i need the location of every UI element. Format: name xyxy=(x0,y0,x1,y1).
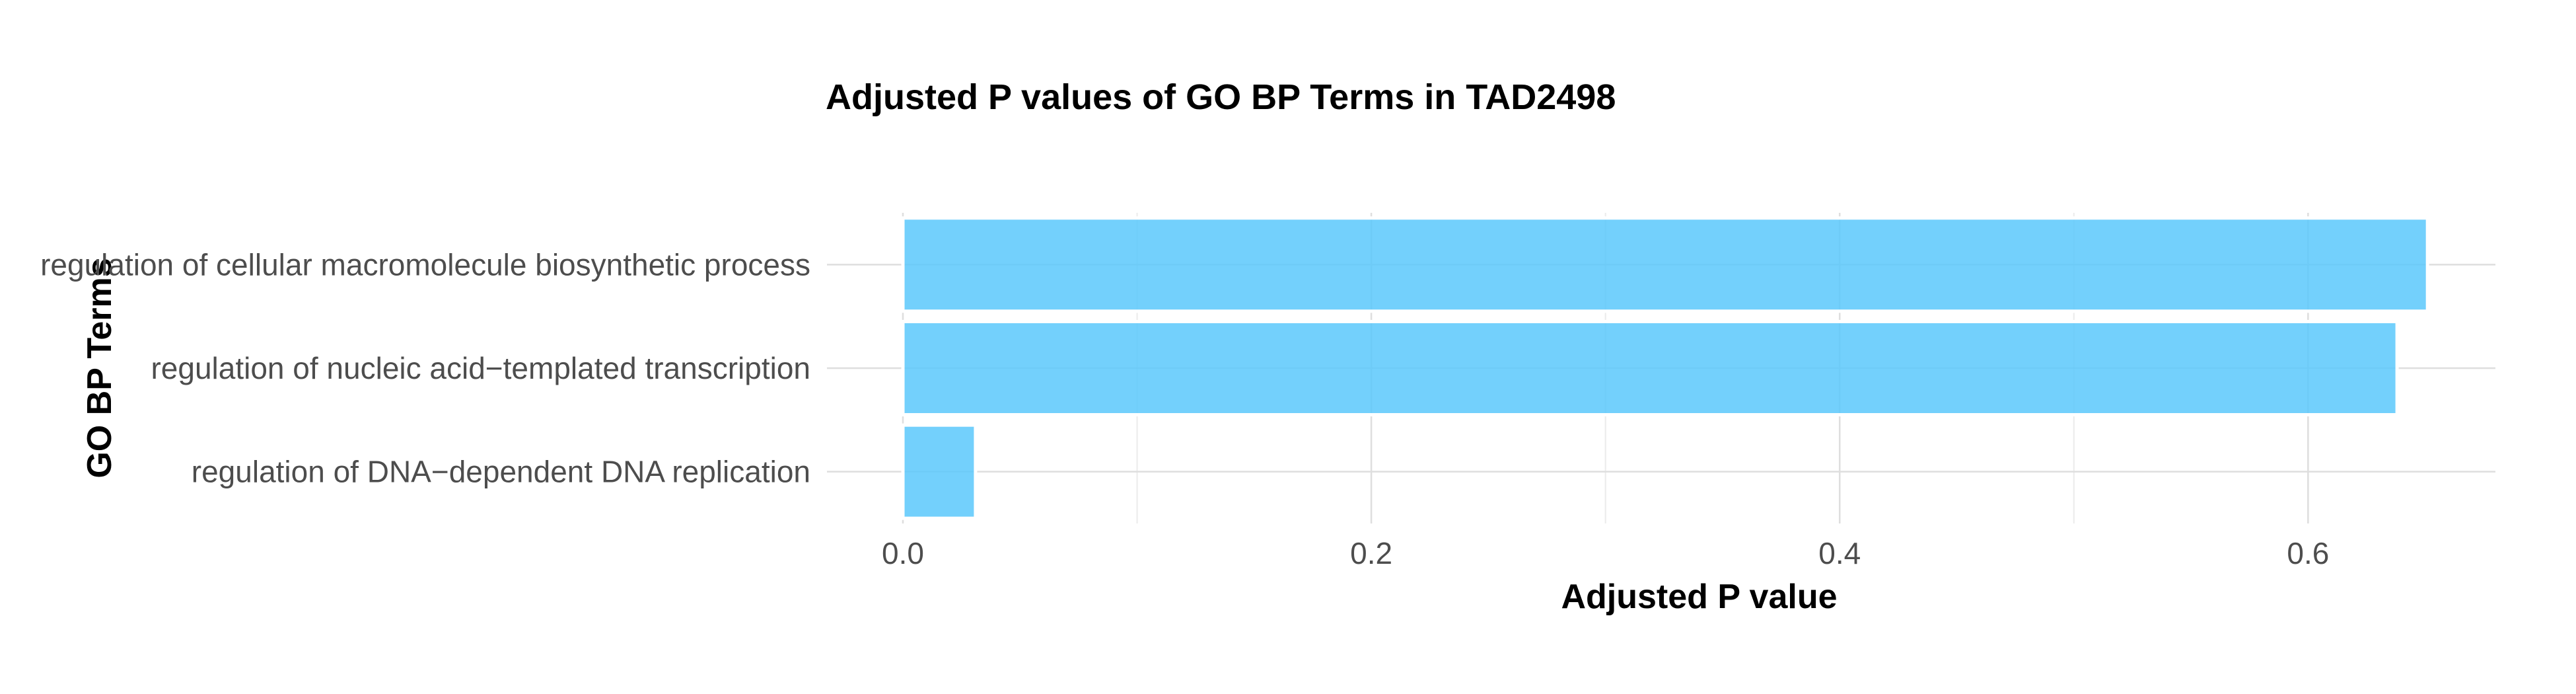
y-category-label: regulation of nucleic acid−templated tra… xyxy=(151,351,810,385)
bars xyxy=(901,216,2429,520)
x-tick-label: 0.0 xyxy=(882,536,924,570)
x-tick-label: 0.6 xyxy=(2287,536,2329,570)
axis-labels: Adjusted P values of GO BP Terms in TAD2… xyxy=(40,77,2329,616)
y-category-label: regulation of cellular macromolecule bio… xyxy=(40,247,810,282)
bar xyxy=(901,320,2399,416)
bar xyxy=(901,423,978,520)
y-category-label: regulation of DNA−dependent DNA replicat… xyxy=(192,455,810,489)
y-axis-title: GO BP Terms xyxy=(81,258,119,478)
x-tick-label: 0.2 xyxy=(1350,536,1392,570)
x-axis-title: Adjusted P value xyxy=(1561,578,1837,616)
x-tick-label: 0.4 xyxy=(1818,536,1861,570)
bar xyxy=(901,216,2429,313)
chart-title: Adjusted P values of GO BP Terms in TAD2… xyxy=(826,77,1616,117)
